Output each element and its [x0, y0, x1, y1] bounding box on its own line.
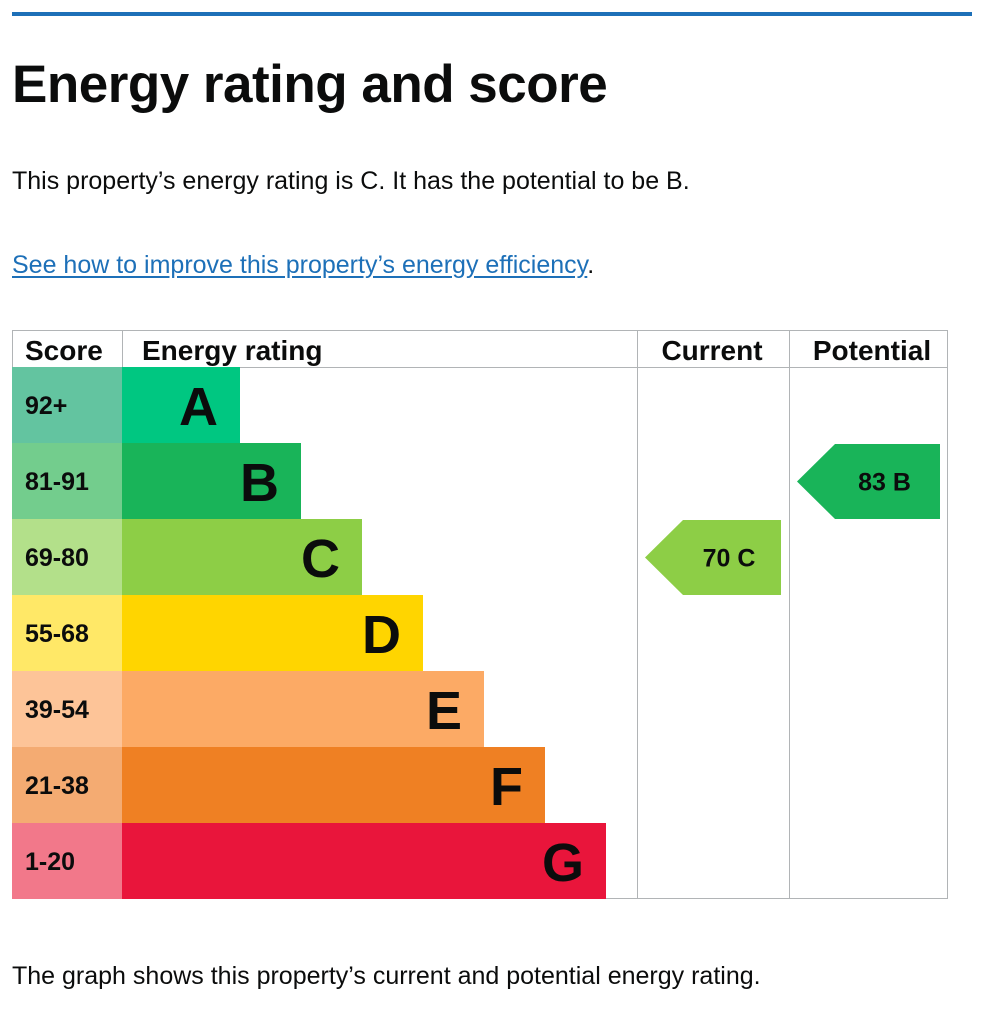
band-bar-d — [122, 595, 423, 671]
potential-rating-marker-label: 83 B — [858, 469, 911, 497]
intro-text: This property’s energy rating is C. It h… — [12, 167, 690, 195]
chart-markers: 70 C 83 B — [645, 444, 940, 595]
link-suffix: . — [587, 251, 595, 279]
improve-efficiency-link[interactable]: See how to improve this property’s energ… — [12, 251, 588, 279]
score-label-f: 21-38 — [25, 772, 89, 800]
improve-link-paragraph: See how to improve this property’s energ… — [12, 248, 594, 282]
band-letter-g: G — [542, 833, 584, 893]
band-bar-f — [122, 747, 545, 823]
current-rating-marker-label: 70 C — [703, 545, 756, 573]
score-label-e: 39-54 — [25, 696, 89, 724]
potential-rating-marker: 83 B — [797, 444, 940, 519]
score-label-a: 92+ — [25, 392, 67, 420]
band-letter-c: C — [301, 529, 340, 589]
band-bar-c — [122, 519, 362, 595]
band-bar-a — [122, 367, 240, 443]
score-label-b: 81-91 — [25, 468, 89, 496]
header-current: Current — [661, 335, 762, 366]
band-letter-e: E — [426, 681, 462, 741]
score-cell-b — [12, 443, 122, 519]
band-bar-b — [122, 443, 301, 519]
score-label-d: 55-68 — [25, 620, 89, 648]
page-title: Energy rating and score — [12, 55, 608, 114]
score-cell-c — [12, 519, 122, 595]
score-cell-g — [12, 823, 122, 899]
score-cell-d — [12, 595, 122, 671]
top-rule — [12, 12, 972, 16]
score-cell-a — [12, 367, 122, 443]
band-letter-d: D — [362, 605, 401, 665]
potential-rating-marker-arrow — [797, 444, 940, 519]
band-bar-g — [122, 823, 606, 899]
current-rating-marker: 70 C — [645, 520, 781, 595]
band-letter-a: A — [179, 377, 218, 437]
header-score: Score — [25, 335, 103, 366]
score-label-c: 69-80 — [25, 544, 89, 572]
score-label-g: 1-20 — [25, 848, 75, 876]
current-rating-marker-arrow — [645, 520, 781, 595]
score-cell-f — [12, 747, 122, 823]
footer-text: The graph shows this property’s current … — [12, 962, 761, 990]
band-letter-b: B — [240, 453, 279, 513]
header-energy-rating: Energy rating — [142, 335, 322, 366]
band-letter-f: F — [490, 757, 523, 817]
band-bar-e — [122, 671, 484, 747]
score-cell-e — [12, 671, 122, 747]
header-potential: Potential — [813, 335, 931, 366]
chart-bands: 92+ A 81-91 B 69-80 C 55-68 D 39-54 E 21-38 F 1-20 G — [12, 367, 606, 899]
